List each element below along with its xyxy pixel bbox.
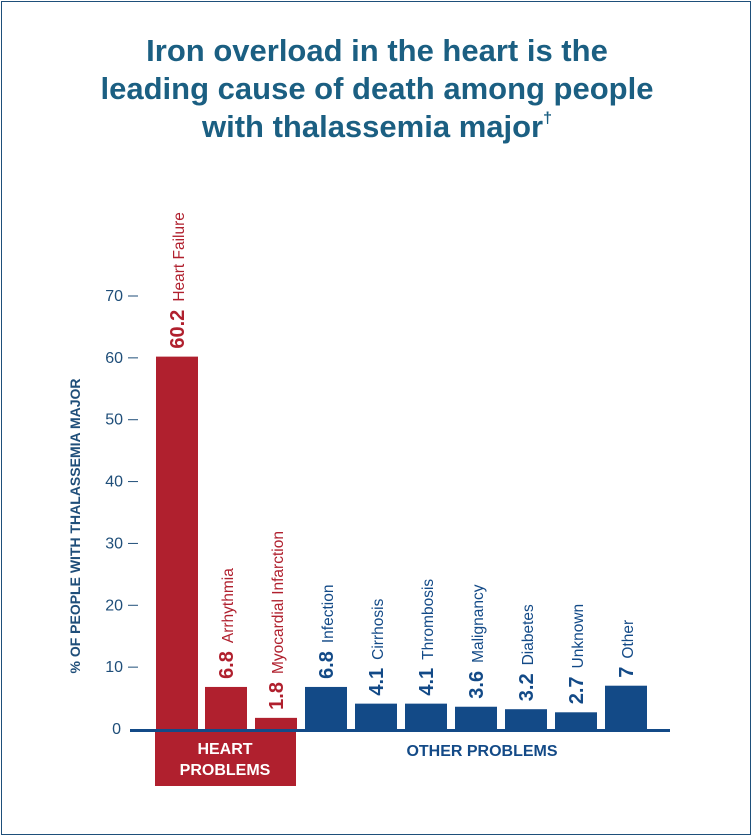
y-axis-label: % OF PEOPLE WITH THALASSEMIA MAJOR (67, 378, 83, 673)
title-line-1: Iron overload in the heart is the (146, 33, 608, 68)
title-line-3: with thalassemia major† (0, 108, 754, 146)
data-label: 7 (616, 667, 638, 678)
data-label: 1.8 (266, 682, 288, 710)
data-label: 6.8 (316, 651, 338, 679)
category-label: Infection (320, 585, 337, 644)
category-label: Arrhythmia (220, 568, 237, 643)
bar-label-7: 3.2 Diabetes (516, 604, 538, 701)
bar-label-3: 6.8 Infection (316, 585, 338, 679)
y-tick-label: 40 (105, 474, 123, 491)
bar-myocardial-infarction (255, 717, 297, 729)
data-label: 2.7 (566, 676, 588, 704)
bar-label-5: 4.1 Thrombosis (416, 579, 438, 696)
category-label: Other (620, 620, 637, 659)
category-label: Malignancy (470, 584, 487, 663)
bar-label-0: 60.2 Heart Failure (167, 212, 189, 349)
data-label: 3.2 (516, 673, 538, 701)
title-line-3-text: with thalassemia major (201, 109, 544, 144)
bar-cirrhosis (355, 703, 397, 729)
bar-label-2: 1.8 Myocardial Infarction (266, 531, 288, 710)
category-label: Heart Failure (171, 212, 188, 302)
y-tick-label: 0 (112, 721, 121, 738)
bar-label-8: 2.7 Unknown (566, 604, 588, 704)
category-label: Myocardial Infarction (270, 531, 287, 674)
y-tick-label: 60 (105, 350, 123, 367)
bar-unknown (555, 712, 597, 729)
y-tick-label: 10 (105, 659, 123, 676)
bar-malignancy (455, 706, 497, 729)
bar-other (605, 685, 647, 729)
group-label-other: OTHER PROBLEMS (406, 743, 557, 760)
bar-infection (305, 686, 347, 729)
category-label: Unknown (570, 604, 587, 669)
group-label-heart-line1: HEART (197, 741, 252, 758)
title-line-2: leading cause of death among people (100, 71, 654, 106)
y-tick-label: 70 (105, 288, 123, 305)
bar-thrombosis (405, 703, 447, 729)
title-dagger: † (543, 110, 553, 127)
bar-arrhythmia (205, 686, 247, 729)
bar-diabetes (505, 709, 547, 729)
bar-heart-failure (156, 356, 198, 729)
y-tick-label: 50 (105, 412, 123, 429)
bar-label-1: 6.8 Arrhythmia (216, 568, 238, 679)
data-label: 6.8 (216, 651, 238, 679)
bar-label-4: 4.1 Cirrhosis (366, 598, 388, 695)
bar-label-9: 7 Other (616, 620, 638, 678)
bar-label-6: 3.6 Malignancy (466, 584, 488, 698)
data-label: 60.2 (167, 310, 189, 349)
y-tick-label: 20 (105, 597, 123, 614)
data-label: 4.1 (416, 668, 438, 696)
group-label-heart-line2: PROBLEMS (180, 762, 271, 779)
group-box-heart (155, 732, 296, 786)
category-label: Diabetes (520, 604, 537, 665)
chart-title: Iron overload in the heart is the leadin… (0, 32, 754, 146)
category-label: Cirrhosis (370, 598, 387, 659)
category-label: Thrombosis (420, 579, 437, 660)
data-label: 4.1 (366, 668, 388, 696)
data-label: 3.6 (466, 671, 488, 699)
y-tick-label: 30 (105, 535, 123, 552)
